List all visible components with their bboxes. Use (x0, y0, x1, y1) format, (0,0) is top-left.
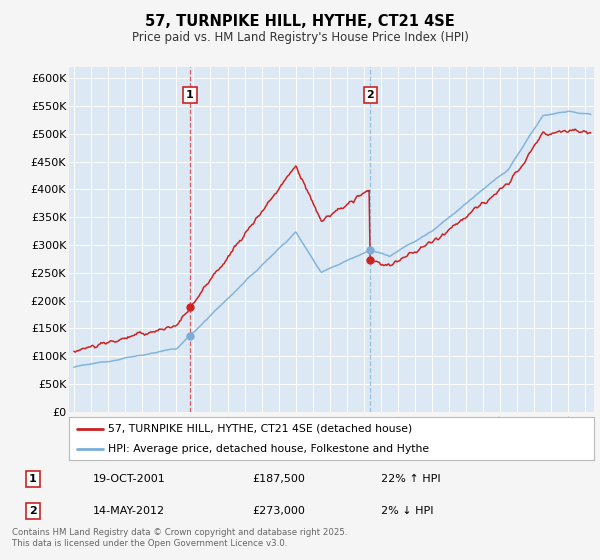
Text: Price paid vs. HM Land Registry's House Price Index (HPI): Price paid vs. HM Land Registry's House … (131, 31, 469, 44)
Text: 19-OCT-2001: 19-OCT-2001 (93, 474, 166, 484)
Text: 57, TURNPIKE HILL, HYTHE, CT21 4SE: 57, TURNPIKE HILL, HYTHE, CT21 4SE (145, 14, 455, 29)
Text: 2: 2 (29, 506, 37, 516)
Text: 2% ↓ HPI: 2% ↓ HPI (381, 506, 433, 516)
Text: 14-MAY-2012: 14-MAY-2012 (93, 506, 165, 516)
Text: £187,500: £187,500 (252, 474, 305, 484)
Text: 2: 2 (367, 90, 374, 100)
Text: 1: 1 (186, 90, 194, 100)
Text: 22% ↑ HPI: 22% ↑ HPI (381, 474, 440, 484)
Text: £273,000: £273,000 (252, 506, 305, 516)
Text: HPI: Average price, detached house, Folkestone and Hythe: HPI: Average price, detached house, Folk… (109, 445, 430, 454)
Text: 57, TURNPIKE HILL, HYTHE, CT21 4SE (detached house): 57, TURNPIKE HILL, HYTHE, CT21 4SE (deta… (109, 424, 413, 434)
Text: Contains HM Land Registry data © Crown copyright and database right 2025.
This d: Contains HM Land Registry data © Crown c… (12, 528, 347, 548)
Text: 1: 1 (29, 474, 37, 484)
